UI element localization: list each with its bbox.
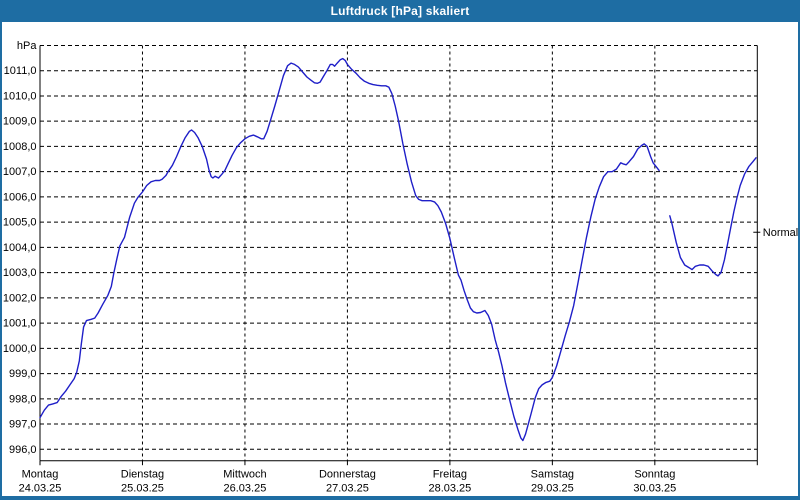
normal-label: Normal bbox=[763, 227, 798, 239]
pressure-line bbox=[39, 57, 660, 442]
chart-area: 1011,0 1010,0 1009,0 1008,0 1007,0 1006,0 1005… bbox=[2, 22, 798, 496]
x-axis-day-label: Dienstag bbox=[121, 469, 164, 481]
y-axis-label: 998,0 bbox=[9, 393, 37, 405]
y-axis-unit-label: hPa bbox=[17, 40, 37, 52]
window-title: Luftdruck [hPa] skaliert bbox=[330, 4, 470, 18]
x-axis-day-label: Mittwoch bbox=[223, 469, 266, 481]
x-axis-day-label: Samstag bbox=[531, 469, 574, 481]
y-axis-label: 1001,0 bbox=[3, 318, 37, 330]
x-axis-date-label: 29.03.25 bbox=[531, 483, 574, 495]
x-axis-date-label: 24.03.25 bbox=[19, 483, 62, 495]
x-axis-date-label: 26.03.25 bbox=[224, 483, 267, 495]
y-axis-label: 996,0 bbox=[9, 444, 37, 456]
x-axis-day-label: Donnerstag bbox=[319, 469, 376, 481]
y-axis-label: 1007,0 bbox=[3, 166, 37, 178]
x-axis-date-label: 27.03.25 bbox=[326, 483, 369, 495]
y-axis-label: 1011,0 bbox=[4, 65, 37, 77]
y-axis-label: 1010,0 bbox=[3, 90, 37, 102]
x-axis-date-label: 25.03.25 bbox=[121, 483, 164, 495]
y-axis-label: 1009,0 bbox=[3, 116, 37, 128]
y-axis-label: 997,0 bbox=[9, 419, 37, 431]
y-axis-label: 1005,0 bbox=[3, 217, 37, 229]
y-axis-label: 1008,0 bbox=[3, 141, 37, 153]
y-axis-label: 1006,0 bbox=[3, 191, 37, 203]
x-axis-day-label: Sonntag bbox=[634, 469, 675, 481]
y-axis-label: 1002,0 bbox=[3, 292, 37, 304]
y-axis-label: 1004,0 bbox=[3, 242, 37, 254]
y-axis-label: 1000,0 bbox=[3, 343, 37, 355]
x-axis-date-label: 30.03.25 bbox=[633, 483, 676, 495]
x-axis-day-label: Freitag bbox=[433, 469, 467, 481]
window-titlebar[interactable]: Luftdruck [hPa] skaliert bbox=[0, 0, 800, 22]
y-axis-label: 1003,0 bbox=[3, 267, 37, 279]
y-axis-label: 999,0 bbox=[9, 368, 37, 380]
pressure-chart: 1011,0 1010,0 1009,0 1008,0 1007,0 1006,0 1005… bbox=[3, 40, 798, 495]
pressure-line bbox=[669, 157, 757, 277]
x-axis-date-label: 28.03.25 bbox=[428, 483, 471, 495]
x-axis-day-label: Montag bbox=[22, 469, 59, 481]
